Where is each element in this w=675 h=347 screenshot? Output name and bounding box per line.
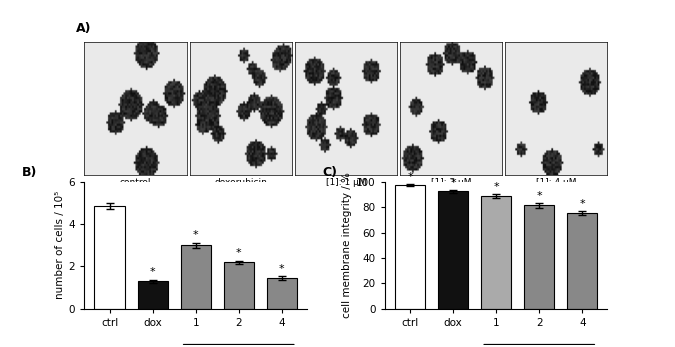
- Text: A): A): [76, 22, 92, 35]
- X-axis label: [1]: 1 μM: [1]: 1 μM: [325, 178, 367, 187]
- Bar: [481, 196, 511, 309]
- Bar: [267, 278, 297, 309]
- X-axis label: control: control: [119, 178, 151, 187]
- Y-axis label: number of cells / 10⁵: number of cells / 10⁵: [55, 191, 65, 299]
- Bar: [95, 206, 125, 309]
- X-axis label: doxorubicin: doxorubicin: [214, 178, 267, 187]
- Bar: [567, 213, 597, 309]
- Text: *: *: [150, 267, 155, 277]
- X-axis label: [1]: 2 μM: [1]: 2 μM: [431, 178, 471, 187]
- Text: *: *: [407, 172, 413, 182]
- X-axis label: [1]: 4 μM: [1]: 4 μM: [536, 178, 576, 187]
- Text: *: *: [450, 178, 456, 188]
- Text: B): B): [22, 166, 37, 179]
- Bar: [223, 262, 254, 309]
- Text: *: *: [580, 199, 585, 209]
- Text: *: *: [537, 192, 542, 201]
- Bar: [438, 191, 468, 309]
- Text: *: *: [493, 183, 499, 193]
- Text: *: *: [279, 264, 285, 274]
- Y-axis label: cell membrane integrity / %: cell membrane integrity / %: [342, 172, 352, 318]
- Bar: [181, 245, 211, 309]
- Bar: [524, 205, 554, 309]
- Bar: [395, 185, 425, 309]
- Text: C): C): [323, 166, 338, 179]
- Bar: [138, 281, 167, 309]
- Text: *: *: [193, 230, 198, 240]
- Text: *: *: [236, 248, 242, 258]
